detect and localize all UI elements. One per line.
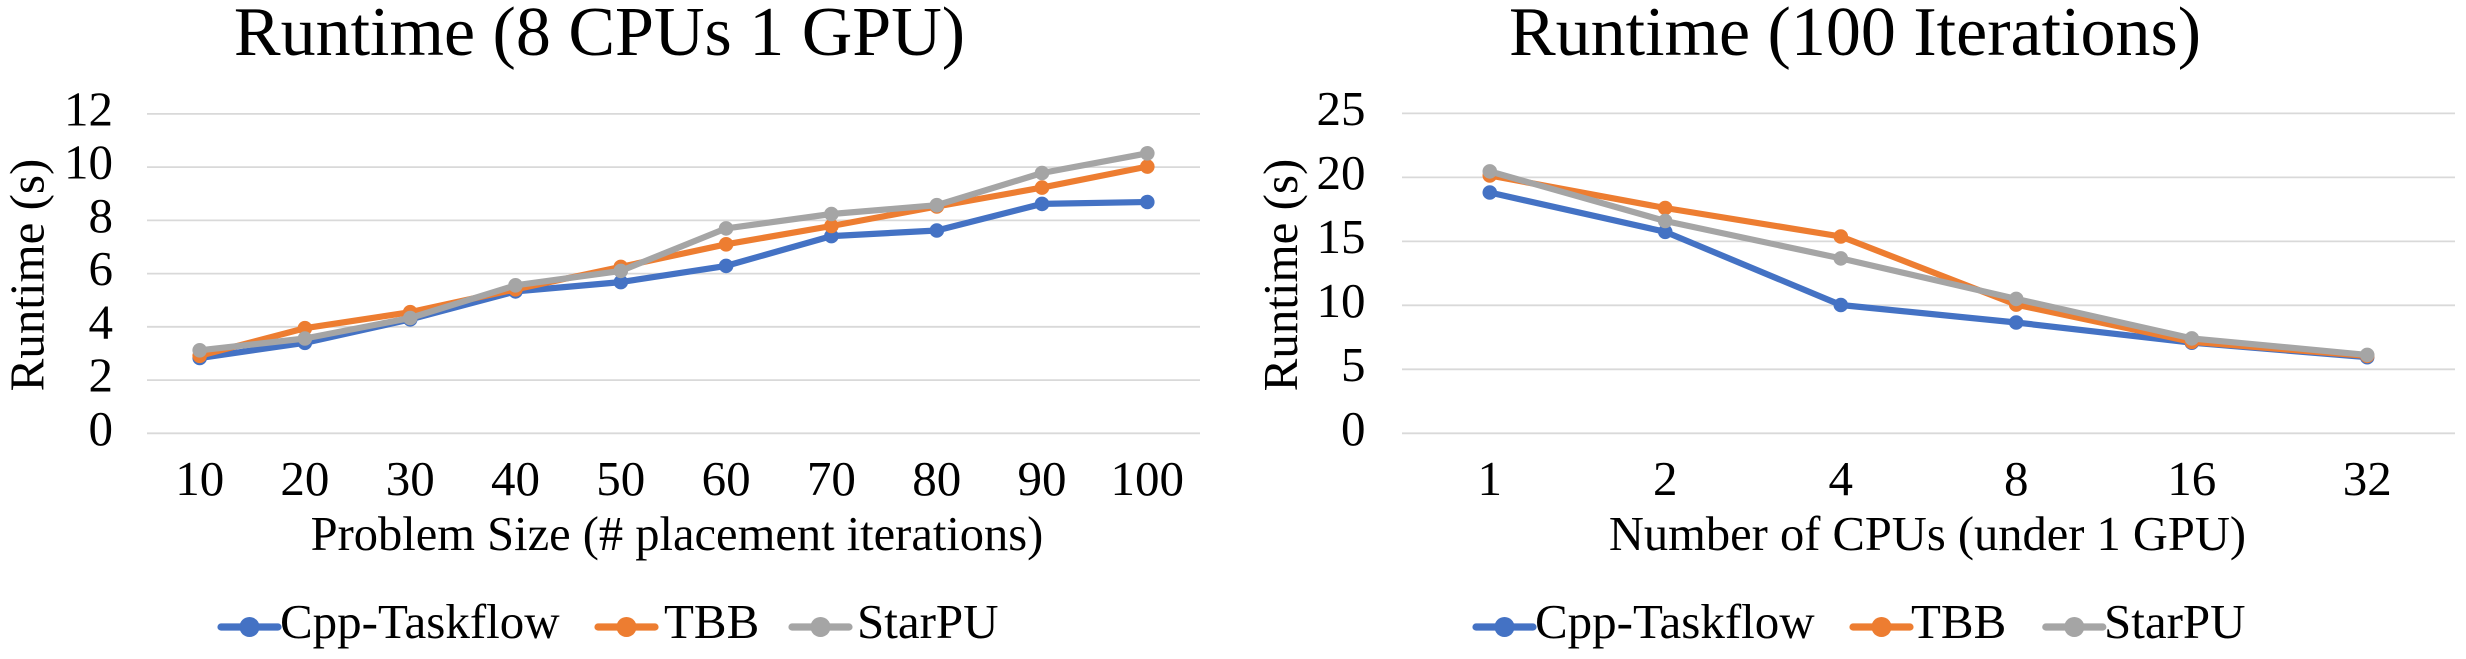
svg-text:10: 10 [1317, 273, 1366, 328]
svg-text:12: 12 [64, 81, 113, 136]
svg-text:6: 6 [89, 241, 114, 296]
svg-text:0: 0 [1341, 401, 1366, 456]
svg-text:Problem Size (# placement iter: Problem Size (# placement iterations) [311, 508, 1044, 561]
svg-text:50: 50 [596, 451, 645, 506]
svg-text:90: 90 [1018, 451, 1067, 506]
svg-text:60: 60 [702, 451, 751, 506]
svg-text:Runtime (100 Iterations): Runtime (100 Iterations) [1509, 0, 2201, 71]
svg-text:Runtime (s): Runtime (s) [0, 159, 55, 392]
svg-text:8: 8 [89, 188, 114, 243]
svg-text:4: 4 [1829, 451, 1854, 506]
svg-text:16: 16 [2167, 451, 2216, 506]
svg-text:2: 2 [89, 348, 114, 403]
svg-text:4: 4 [89, 294, 114, 349]
svg-text:StarPU: StarPU [2104, 594, 2246, 649]
svg-text:32: 32 [2343, 451, 2392, 506]
svg-text:Number of CPUs (under 1 GPU): Number of CPUs (under 1 GPU) [1609, 508, 2246, 561]
svg-text:40: 40 [491, 451, 540, 506]
svg-text:25: 25 [1317, 81, 1366, 136]
svg-text:20: 20 [1317, 145, 1366, 200]
svg-text:80: 80 [912, 451, 961, 506]
svg-text:15: 15 [1317, 209, 1366, 264]
svg-text:30: 30 [386, 451, 435, 506]
svg-text:8: 8 [2004, 451, 2029, 506]
svg-text:20: 20 [280, 451, 329, 506]
svg-text:1: 1 [1478, 451, 1503, 506]
svg-text:TBB: TBB [1911, 594, 2006, 649]
svg-text:Cpp-Taskflow: Cpp-Taskflow [280, 594, 560, 649]
svg-text:70: 70 [807, 451, 856, 506]
svg-text:10: 10 [175, 451, 224, 506]
svg-text:2: 2 [1653, 451, 1678, 506]
svg-text:StarPU: StarPU [857, 594, 999, 649]
svg-text:10: 10 [64, 135, 113, 190]
svg-text:Cpp-Taskflow: Cpp-Taskflow [1535, 594, 1815, 649]
svg-text:5: 5 [1341, 337, 1366, 392]
svg-text:TBB: TBB [664, 594, 759, 649]
svg-text:100: 100 [1111, 451, 1185, 506]
svg-text:Runtime (8 CPUs 1 GPU): Runtime (8 CPUs 1 GPU) [234, 0, 965, 71]
svg-text:Runtime (s): Runtime (s) [1253, 159, 1308, 392]
svg-text:0: 0 [89, 401, 114, 456]
